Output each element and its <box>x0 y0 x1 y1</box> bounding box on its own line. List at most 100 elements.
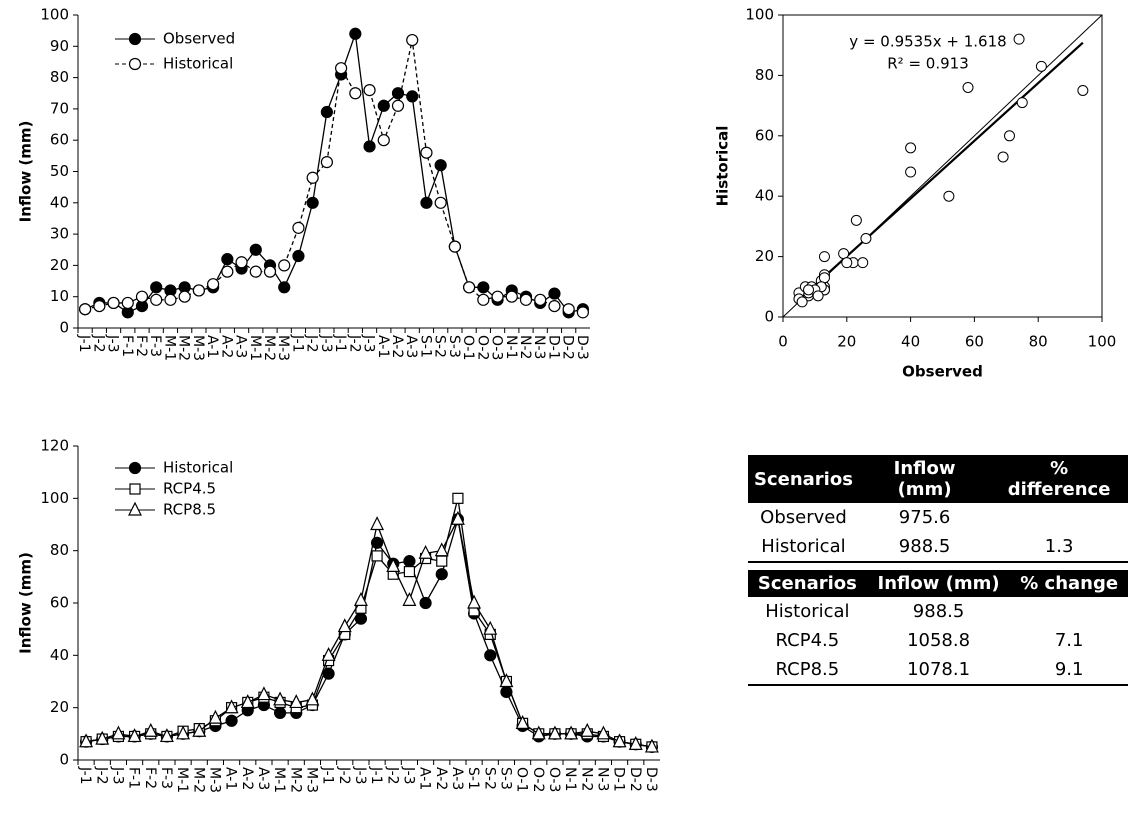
marker <box>159 728 174 743</box>
marker <box>249 243 262 256</box>
x-tick-label: S-2 <box>432 335 448 358</box>
marker <box>79 733 94 748</box>
y-tick-label: 80 <box>755 66 774 84</box>
row: Historical 988.5 <box>748 597 1128 626</box>
annotation: y = 0.9535x + 1.618 <box>849 33 1006 51</box>
marker <box>534 293 547 306</box>
x-tick-label: J-2 <box>304 334 320 353</box>
x-tick-label: J-2 <box>93 766 109 785</box>
marker <box>531 725 546 740</box>
x-tick-label: J-3 <box>318 334 334 353</box>
series-line <box>84 39 584 313</box>
x-tick-label: A-3 <box>449 767 465 790</box>
x-tick-label: J-3 <box>109 766 125 785</box>
x-tick-label: N-3 <box>531 335 547 359</box>
point <box>1035 60 1047 72</box>
x-tick-label: J-1 <box>368 766 384 785</box>
x-tick-label: N-1 <box>503 335 519 359</box>
x-tick-label: D-3 <box>643 767 659 792</box>
marker <box>434 159 447 172</box>
y-tick-label: 120 <box>40 437 69 455</box>
marker <box>320 156 333 169</box>
x-tick-label: M-3 <box>303 767 319 793</box>
marker <box>289 694 304 709</box>
annotation: R² = 0.913 <box>887 55 968 73</box>
legend-marker <box>128 461 142 475</box>
x-tick-label: A-1 <box>204 335 220 358</box>
x-tick-label: S-2 <box>481 767 497 790</box>
cell: 1058.8 <box>907 630 971 651</box>
marker <box>349 87 362 100</box>
legend-marker <box>128 57 142 71</box>
marker <box>305 691 320 706</box>
marker <box>150 293 163 306</box>
x-tick-label: O-3 <box>546 767 562 792</box>
legend-marker <box>128 32 142 46</box>
y-tick-label: 30 <box>50 225 69 243</box>
series-line <box>85 517 653 748</box>
header-cell: % change <box>1010 570 1128 597</box>
marker <box>434 196 447 209</box>
marker <box>337 618 352 633</box>
x-tick-label: A-2 <box>389 335 405 358</box>
x-tick-label: S-1 <box>417 335 433 358</box>
x-axis-title: Observed <box>902 363 983 381</box>
x-tick-label: F-3 <box>147 335 163 357</box>
marker <box>477 293 490 306</box>
legend-label: Observed <box>163 30 235 48</box>
x-tick-label: A-2 <box>239 767 255 790</box>
y-tick-label: 50 <box>50 162 69 180</box>
marker <box>448 240 461 253</box>
cell: Historical <box>761 536 846 557</box>
marker <box>420 196 433 209</box>
y-tick-label: 100 <box>40 6 69 24</box>
x-tick-label: N-2 <box>578 767 594 791</box>
x-tick-label: M-1 <box>247 335 263 361</box>
point <box>962 81 974 93</box>
x-tick-label: J-3 <box>105 334 121 353</box>
x-tick-label: M-2 <box>190 767 206 793</box>
marker <box>406 90 419 103</box>
marker <box>164 293 177 306</box>
y-tick-label: 100 <box>745 6 774 24</box>
x-tick-label: D-2 <box>627 767 643 792</box>
x-tick-label: J-1 <box>320 766 336 785</box>
cell: Historical <box>765 601 850 622</box>
x-tick-label: A-1 <box>375 335 391 358</box>
marker <box>403 565 416 578</box>
x-tick-label: D-2 <box>560 335 576 360</box>
marker <box>150 281 163 294</box>
x-tick-label: J-1 <box>332 334 348 353</box>
marker <box>208 709 223 724</box>
marker <box>221 265 234 278</box>
x-tick-label: F-1 <box>119 335 135 357</box>
y-tick-label: 0 <box>59 319 69 337</box>
y-tick-label: 70 <box>50 99 69 117</box>
x-tick-label: A-3 <box>233 335 249 358</box>
x-tick-label: J-1 <box>289 334 305 353</box>
y-tick-label: 40 <box>50 193 69 211</box>
marker <box>477 281 490 294</box>
marker <box>436 555 448 567</box>
x-tick-label: M-2 <box>261 335 277 361</box>
marker <box>644 738 659 753</box>
point <box>838 248 850 260</box>
x-tick-label: M-3 <box>206 767 222 793</box>
y-tick-label: 40 <box>755 187 774 205</box>
point <box>1003 130 1015 142</box>
legend-marker <box>128 501 142 516</box>
marker <box>548 299 561 313</box>
header-row: Scenarios Inflow (mm)% difference <box>748 455 1128 503</box>
point <box>850 214 862 226</box>
marker <box>420 146 433 159</box>
marker <box>564 725 579 740</box>
legend-marker <box>129 483 141 495</box>
series-line <box>85 519 653 748</box>
y-tick-label: 20 <box>50 698 69 716</box>
marker <box>377 99 390 112</box>
x-tick-label: A-1 <box>417 767 433 790</box>
y-tick-label: 100 <box>40 489 69 507</box>
point <box>860 232 872 244</box>
x-tick-label: S-3 <box>497 767 513 790</box>
point <box>812 290 824 302</box>
